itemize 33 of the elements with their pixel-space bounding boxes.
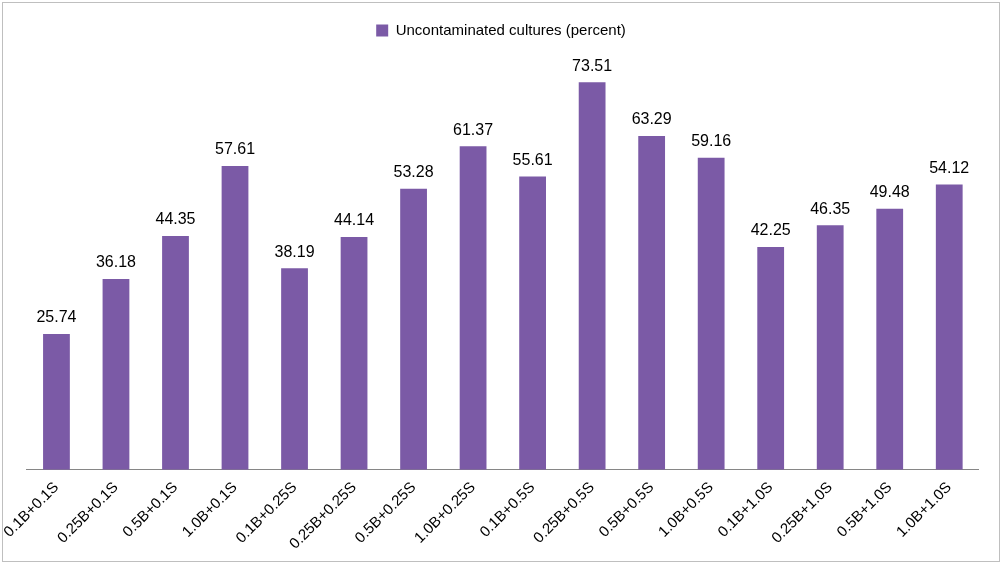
data-label: 44.35 <box>155 210 196 228</box>
data-label: 25.74 <box>36 308 77 326</box>
bar <box>876 208 904 470</box>
legend-label: Uncontaminated cultures (percent) <box>395 20 626 38</box>
bar <box>519 176 546 470</box>
data-label: 46.35 <box>810 199 851 217</box>
bar <box>340 237 368 470</box>
data-label: 63.29 <box>631 110 672 128</box>
data-label: 38.19 <box>274 242 315 260</box>
bar <box>221 166 249 470</box>
bar <box>638 136 666 470</box>
bar <box>459 146 487 470</box>
data-label: 49.48 <box>869 183 910 201</box>
bar <box>281 268 308 470</box>
bar <box>43 333 70 470</box>
bar <box>935 184 963 470</box>
bar <box>400 188 427 470</box>
bar <box>578 82 606 470</box>
bar <box>816 225 844 470</box>
data-label: 73.51 <box>572 56 613 74</box>
data-label: 55.61 <box>512 150 553 168</box>
data-label: 59.16 <box>691 132 732 150</box>
data-label: 44.14 <box>334 211 375 229</box>
data-label: 53.28 <box>393 163 434 181</box>
bar <box>757 246 785 470</box>
bar <box>102 278 130 470</box>
bar <box>162 235 189 470</box>
data-label: 57.61 <box>214 140 256 158</box>
data-label: 36.18 <box>95 253 137 271</box>
data-label: 42.25 <box>750 221 791 239</box>
data-label: 54.12 <box>929 158 970 176</box>
bar <box>697 157 725 470</box>
data-label: 61.37 <box>453 120 494 138</box>
